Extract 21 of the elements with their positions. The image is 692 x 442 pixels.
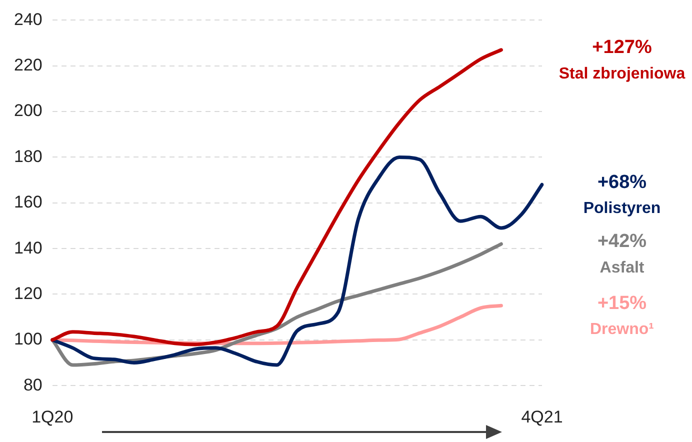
y-tick-label: 180	[14, 146, 42, 166]
y-tick-label: 100	[14, 330, 42, 349]
y-tick-label: 200	[14, 101, 42, 120]
text: +15%	[597, 292, 647, 314]
text: Polistyren	[583, 200, 661, 218]
text: +68%	[597, 172, 647, 193]
line-series	[50, 155, 544, 367]
y-tick-label: 120	[14, 284, 42, 303]
text: Drewno¹	[590, 321, 654, 338]
text: +42%	[597, 231, 647, 252]
y-tick-label: 140	[14, 238, 42, 258]
text: Asfalt	[600, 259, 645, 276]
text: Stal zbrojeniowa	[558, 65, 686, 82]
y-tick-label: 240	[14, 10, 42, 29]
y-tick-label: 80	[23, 375, 42, 394]
y-tick-label: 220	[14, 56, 42, 75]
line-series	[50, 48, 503, 346]
x-tick-label: 4Q21	[521, 407, 563, 426]
x-tick-label: 1Q20	[32, 407, 74, 426]
y-tick-label: 160	[14, 192, 42, 212]
text: +127%	[592, 37, 652, 58]
